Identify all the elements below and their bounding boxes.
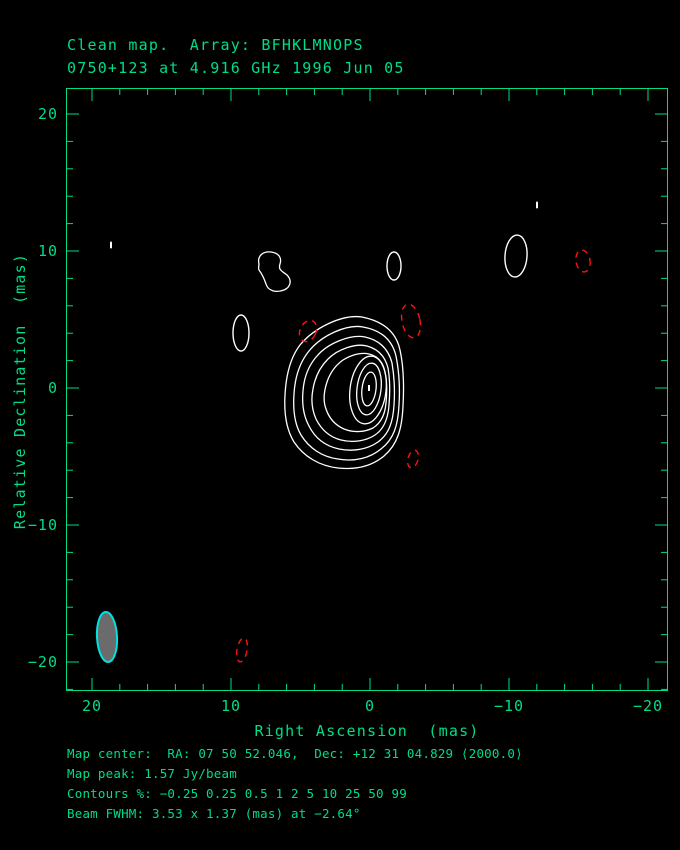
core-contour-1% [302,335,396,451]
y-tick-label-10: 10 [37,242,58,260]
map-title-line2: 0750+123 at 4.916 GHz 1996 Jun 05 [67,59,405,77]
negative-contour-10 [235,637,249,663]
core-contour-50% [361,371,377,407]
positive-contour-4 [504,234,528,278]
core-contour-0.5% [293,325,401,461]
core-contour-25% [356,362,382,416]
map-peak-text: Map peak: 1.57 Jy/beam [67,766,237,781]
y-tick-label-0: 0 [47,379,58,397]
negative-contour-6 [298,319,318,343]
x-axis-title: Right Ascension (mas) [254,722,480,740]
positive-contour-2 [232,314,250,352]
negative-contour-9 [406,449,420,469]
beam-fwhm-text: Beam FWHM: 3.53 x 1.37 (mas) at −2.64° [67,806,361,821]
negative-contour-8 [575,249,591,273]
positive-contour-5 [536,201,538,209]
positive-contour-3 [386,251,402,281]
contour-plot-area [66,88,668,691]
restoring-beam-ellipse [95,611,119,663]
map-title-line1: Clean map. Array: BFHKLMNOPS [67,36,364,54]
x-tick-label-0: 0 [364,697,376,715]
x-tick-label-10: 10 [220,697,242,715]
plot-border [66,88,668,691]
map-center-text: Map center: RA: 07 50 52.046, Dec: +12 3… [67,746,523,761]
x-tick-label-−10: −10 [493,697,525,715]
y-tick-label-20: 20 [37,105,58,123]
positive-contour-0 [110,241,112,249]
negative-contour-7 [400,303,422,339]
y-tick-label-−20: −20 [27,653,58,671]
y-axis-title: Relative Declination (mas) [11,252,29,530]
x-tick-label-20: 20 [81,697,103,715]
positive-contour-1 [257,251,291,292]
map-peak-marker [368,385,370,391]
core-contour-10% [349,355,387,425]
core-contour-2% [311,344,391,442]
x-tick-label-−20: −20 [632,697,664,715]
contour-map-svg [66,88,668,691]
core-contour-5% [323,352,388,433]
contour-levels-text: Contours %: −0.25 0.25 0.5 1 2 5 10 25 5… [67,786,407,801]
y-tick-label-−10: −10 [27,516,58,534]
core-contour-0.25% [284,315,405,470]
